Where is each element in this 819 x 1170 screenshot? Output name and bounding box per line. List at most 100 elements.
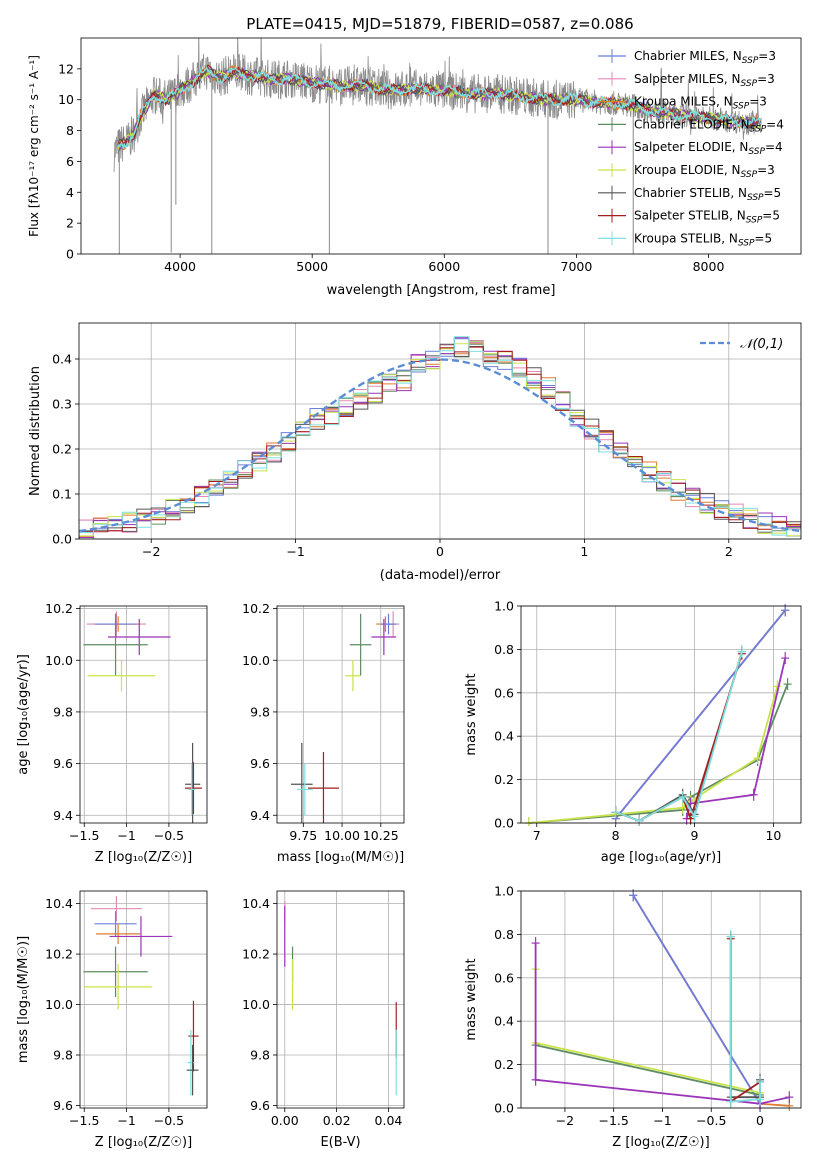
y-tick-label: 9.8	[53, 704, 73, 719]
weight-line-chabrier_miles	[632, 894, 761, 1105]
y-axis-label: mass weight	[464, 958, 479, 1040]
model-fit-kroupa_stelib	[117, 66, 762, 149]
legend-label-salpeter_stelib: Salpeter STELIB, NSSP=5	[634, 209, 780, 226]
x-tick-label: 7	[533, 828, 541, 843]
residuals-histograms	[79, 336, 801, 539]
y-tick-label: 10.0	[242, 653, 270, 668]
weight-line-salpeter_elodie	[534, 943, 790, 1105]
y-tick-label: 9.4	[250, 808, 270, 823]
y-tick-label: 9.6	[250, 756, 270, 771]
spectrum-legend: Chabrier MILES, NSSP=3 Salpeter MILES, NS…	[598, 49, 784, 248]
figure-title: PLATE=0415, MJD=51879, FIBERID=0587, z=0…	[246, 15, 633, 33]
y-tick-label: 10.0	[45, 653, 73, 668]
x-tick-label: 0.02	[323, 1113, 351, 1128]
x-tick-label: 10.25	[363, 828, 399, 843]
model-fit-kroupa_elodie	[117, 68, 762, 151]
x-tick-label: −1	[653, 1113, 671, 1128]
y-tick-label: 1.0	[494, 599, 514, 614]
y-tick-label: 9.6	[250, 1098, 270, 1113]
legend-label-chabrier_elodie: Chabrier ELODIE, NSSP=4	[634, 117, 784, 134]
y-tick-label: 0.4	[494, 729, 514, 744]
histogram-salpeter_stelib	[79, 346, 801, 539]
x-tick-label: −0.5	[154, 1113, 184, 1128]
x-tick-label: 6000	[428, 259, 460, 274]
x-axis-label: E(B-V)	[320, 1135, 360, 1150]
series	[524, 604, 792, 826]
gaussian-legend-label: 𝒩(0,1)	[740, 337, 783, 352]
spectrum-ylabel: Flux [fλ10⁻¹⁷ erg cm⁻² s⁻¹ A⁻¹]	[27, 55, 41, 237]
panel-weight-vs-Z: −2 −1.5 −1 −0.5 0 0.0 0.2 0.4 0.6 0.8 1.0 Z [log₁₀(…	[464, 884, 802, 1150]
weight-line-chabrier_miles	[614, 609, 786, 820]
x-tick-label: 9	[691, 828, 699, 843]
x-tick-label: −1.5	[69, 828, 99, 843]
points	[284, 901, 397, 1096]
x-tick-label: 2	[725, 544, 733, 559]
axes-frame	[79, 890, 208, 1109]
x-tick-label: 8	[612, 828, 620, 843]
y-tick-label: 9.6	[53, 1098, 73, 1113]
y-tick-label: 0.2	[494, 772, 514, 787]
panel-weight-vs-age: 7 8 9 10 0.0 0.2 0.4 0.6 0.8 1.0 age [log₁₀(age/yr…	[464, 599, 802, 865]
x-tick-label: −1	[117, 828, 135, 843]
spectrum-frame	[80, 37, 802, 255]
y-tick-label: 10.2	[242, 947, 270, 962]
points	[83, 611, 202, 823]
y-tick-label: 0	[66, 247, 74, 262]
axes-frame	[520, 890, 802, 1109]
residuals-ylabel: Normed distribution	[28, 366, 43, 496]
y-tick-label: 10.2	[45, 947, 73, 962]
y-tick-label: 0.8	[494, 642, 514, 657]
y-tick-label: 1.0	[494, 884, 514, 899]
y-tick-label: 0.2	[494, 1057, 514, 1072]
y-tick-label: 0.6	[494, 970, 514, 985]
y-tick-label: 9.8	[250, 704, 270, 719]
x-tick-label: 0	[756, 1113, 764, 1128]
y-tick-label: 9.8	[250, 1048, 270, 1063]
x-tick-label: −1.5	[599, 1113, 629, 1128]
x-tick-label: −2	[142, 544, 160, 559]
legend-label-chabrier_miles: Chabrier MILES, NSSP=3	[634, 49, 776, 66]
spectrum-ticks: 4000 5000 6000 7000 8000 0 2 4 6 8 10 12	[58, 61, 724, 274]
y-tick-label: 10.4	[45, 896, 73, 911]
x-tick-label: 9.75	[289, 828, 317, 843]
spectrum-panel: 4000 5000 6000 7000 8000 0 2 4 6 8 10 12 Chabrier M…	[27, 37, 802, 298]
y-tick-label: 9.6	[53, 756, 73, 771]
x-axis-label: Z [log₁₀(Z/Z☉)]	[612, 1135, 709, 1150]
x-tick-label: −1	[117, 1113, 135, 1128]
y-tick-label: 8	[66, 123, 74, 138]
y-axis-label: mass [log₁₀(M/M☉)]	[16, 936, 31, 1063]
y-tick-label: 0.0	[52, 532, 72, 547]
y-tick-label: 6	[66, 154, 74, 169]
x-tick-label: −0.5	[696, 1113, 726, 1128]
y-tick-label: 0.0	[494, 1101, 514, 1116]
y-tick-label: 9.4	[53, 808, 73, 823]
histogram-kroupa_stelib	[79, 336, 801, 538]
y-axis-label: age [log₁₀(age/yr)]	[16, 654, 31, 775]
y-tick-label: 0.6	[494, 685, 514, 700]
legend-label-kroupa_stelib: Kroupa STELIB, NSSP=5	[634, 231, 772, 248]
y-tick-label: 0.1	[52, 487, 72, 502]
axes-frame	[276, 890, 405, 1109]
spectrum-lines	[113, 38, 762, 254]
x-tick-label: 8000	[693, 259, 725, 274]
x-tick-label: 10	[765, 828, 781, 843]
points	[83, 896, 199, 1096]
panel-age-vs-mass: 9.75 10.00 10.25 9.4 9.6 9.8 10.0 10.2 mass [log…	[242, 601, 405, 865]
y-tick-label: 10.0	[45, 997, 73, 1012]
y-tick-label: 0.3	[52, 397, 72, 412]
y-tick-label: 2	[66, 216, 74, 231]
x-tick-label: −0.5	[154, 828, 184, 843]
y-tick-label: 10.2	[242, 601, 270, 616]
x-axis-label: Z [log₁₀(Z/Z☉)]	[95, 850, 192, 865]
x-tick-label: −2	[556, 1113, 574, 1128]
x-axis-label: mass [log₁₀(M/M☉)]	[277, 850, 404, 865]
legend-label-salpeter_elodie: Salpeter ELODIE, NSSP=4	[634, 140, 783, 157]
legend-label-chabrier_stelib: Chabrier STELIB, NSSP=5	[634, 186, 781, 203]
y-tick-label: 0.4	[494, 1014, 514, 1029]
panel-mass-vs-Z: −1.5 −1 −0.5 9.6 9.8 10.0 10.2 10.4 Z [log₁₀(Z/Z…	[16, 890, 208, 1150]
axes-frame	[79, 605, 208, 824]
series	[531, 889, 794, 1111]
y-tick-label: 9.8	[53, 1048, 73, 1063]
y-tick-label: 10.4	[242, 896, 270, 911]
